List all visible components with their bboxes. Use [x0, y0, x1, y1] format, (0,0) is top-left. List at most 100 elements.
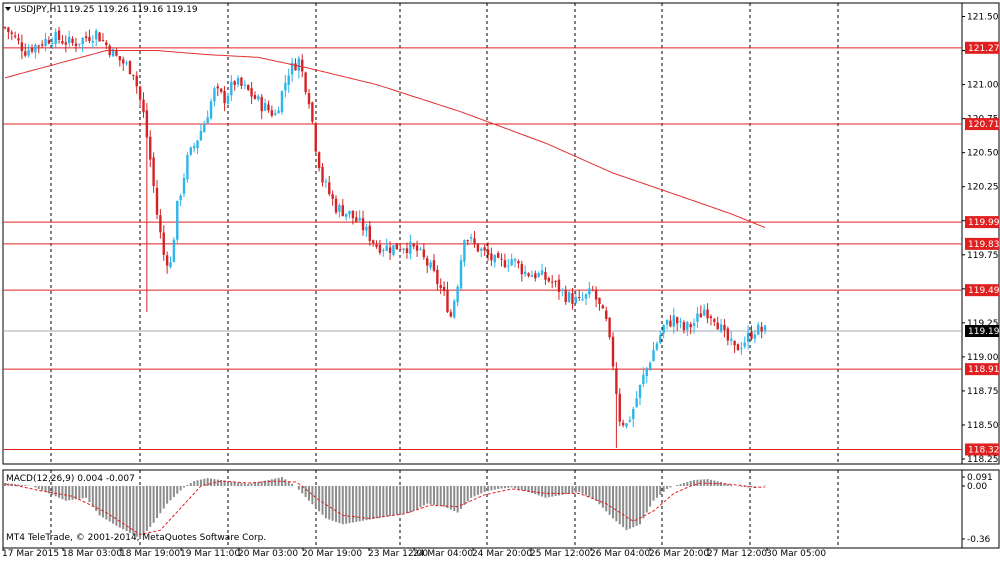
candle-body — [138, 86, 142, 100]
moving-average — [4, 50, 766, 228]
candle-body — [540, 270, 544, 275]
candle-body — [128, 61, 132, 74]
price-tick-label: 118.75 — [967, 387, 999, 397]
price-tick-label: 119.75 — [967, 251, 999, 261]
candle-body — [719, 324, 723, 332]
candle-body — [523, 271, 527, 275]
candle-body — [13, 35, 17, 37]
candle-body — [446, 289, 449, 313]
candle-body — [709, 316, 713, 319]
candle-body — [57, 30, 61, 41]
candle-body — [385, 245, 388, 251]
candle-body — [169, 262, 172, 268]
ohlc-readout: 119.25 119.26 119.16 119.19 — [63, 5, 198, 15]
candle-body — [209, 101, 213, 119]
candle-body — [510, 259, 513, 266]
candle-body — [34, 44, 37, 53]
candle-body — [328, 182, 331, 194]
candle-body — [250, 88, 253, 97]
price-tick-label: 118.25 — [967, 455, 999, 465]
level-label-bg — [965, 216, 999, 229]
candle-body — [314, 123, 317, 152]
candle-body — [520, 264, 523, 275]
candle-body — [24, 51, 27, 56]
candle-body — [432, 260, 436, 271]
candle-body — [30, 47, 34, 52]
price-tick-label: 119.25 — [967, 319, 999, 329]
candle-body — [757, 324, 760, 335]
candle-body — [135, 75, 138, 87]
candle-body — [480, 248, 483, 251]
time-tick-label: 18 Mar 19:00 — [120, 549, 180, 559]
candle-body — [267, 104, 270, 111]
candle-body — [696, 313, 699, 322]
candle-body — [290, 62, 294, 75]
level-label-bg — [965, 363, 999, 376]
macd-label: MACD(12,26,9) 0.004 -0.007 — [6, 474, 135, 484]
symbol-label: USDJPY,H1 — [14, 5, 62, 15]
candle-body — [608, 317, 611, 338]
candle-body — [216, 86, 219, 89]
candle-body — [334, 198, 338, 213]
candle-body — [54, 31, 57, 44]
candle-body — [547, 277, 551, 282]
time-tick-label: 27 Mar 12:00 — [707, 549, 767, 559]
candle-body — [395, 243, 399, 250]
candle-body — [280, 91, 284, 113]
main-panel-frame — [2, 2, 1000, 465]
candle-body — [730, 338, 733, 341]
candle-body — [507, 265, 510, 267]
candle-body — [632, 408, 635, 419]
candle-body — [567, 292, 571, 302]
candle-body — [307, 93, 311, 105]
candle-body — [594, 290, 598, 300]
candle-body — [733, 340, 736, 346]
price-tick-label: 120.50 — [967, 149, 999, 159]
candle-body — [344, 213, 348, 217]
candle-body — [331, 194, 334, 199]
candle-body — [642, 374, 645, 384]
candle-body — [118, 56, 122, 61]
candle-body — [317, 152, 321, 169]
candle-body — [176, 200, 179, 240]
candle-body — [672, 315, 675, 327]
candle-body — [40, 44, 44, 46]
candle-body — [486, 249, 490, 256]
time-tick-label: 23 Mar 12:00 — [368, 549, 428, 559]
candle-body — [122, 59, 125, 64]
candle-body — [98, 32, 101, 42]
candle-body — [179, 195, 182, 201]
candle-body — [544, 272, 547, 280]
macd-panel — [4, 477, 766, 539]
candle-body — [456, 286, 459, 303]
candle-body — [321, 166, 324, 183]
candle-body — [37, 45, 40, 47]
candle-body — [703, 309, 706, 316]
candle-body — [517, 261, 520, 264]
candle-body — [355, 217, 358, 222]
time-tick-label: 24 Mar 20:00 — [472, 549, 532, 559]
candle-body — [172, 239, 176, 263]
candle-body — [648, 362, 652, 369]
candle-body — [358, 217, 361, 221]
candle-body — [662, 324, 665, 334]
candle-body — [297, 58, 301, 71]
level-label-bg — [965, 443, 999, 456]
moving-average-line — [4, 50, 766, 228]
candle-body — [91, 40, 95, 43]
candle-body — [162, 232, 165, 255]
candle-body — [621, 422, 625, 426]
candle-body — [466, 240, 469, 242]
candle-body — [274, 113, 277, 115]
level-labels: 121.27 120.71 119.99 119.83 119.49 118.91 118.… — [965, 41, 1000, 456]
candle-body — [348, 210, 351, 215]
time-tick-label: 26 Mar 04:00 — [590, 549, 650, 559]
candle-body — [67, 36, 71, 44]
candle-body — [388, 247, 392, 253]
candle-body — [564, 290, 567, 303]
candle-body — [368, 225, 371, 241]
chart-menu-icon[interactable] — [5, 7, 11, 11]
time-tick-label: 20 Mar 03:00 — [238, 549, 298, 559]
candle-body — [537, 273, 540, 277]
